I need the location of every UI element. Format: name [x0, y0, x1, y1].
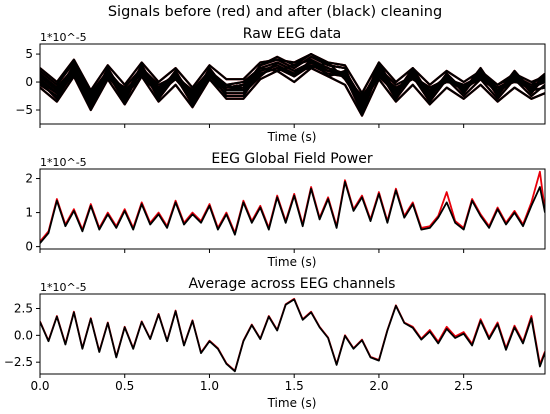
- gfp-series-group: [40, 170, 545, 244]
- gfp-title: EEG Global Field Power: [211, 151, 372, 167]
- raw-eeg-channel-12-after-line: [40, 61, 545, 106]
- average-x-tick-label: 2.0: [369, 379, 388, 393]
- gfp-after-line: [40, 181, 545, 244]
- average-offset-text: 1*10^-5: [40, 281, 87, 294]
- raw-eeg-y-tick-label: −5: [15, 103, 33, 117]
- average-x-tick-label: 1.5: [285, 379, 304, 393]
- average-x-axis-label: Time (s): [267, 396, 317, 410]
- raw-eeg-panel: Raw EEG data 1*10^-5 −5 0 5 Time (s): [15, 26, 546, 144]
- raw-eeg-x-axis-label: Time (s): [267, 130, 317, 144]
- raw-eeg-channel-10-after-line: [40, 67, 545, 117]
- raw-eeg-plot-area: −5 0 5: [15, 43, 546, 128]
- raw-eeg-y-tick-label: 0: [25, 75, 33, 89]
- raw-eeg-series-group: [40, 53, 545, 117]
- gfp-offset-text: 1*10^-5: [40, 156, 87, 169]
- gfp-before-line: [40, 170, 545, 243]
- figure-suptitle: Signals before (red) and after (black) c…: [108, 4, 442, 20]
- gfp-y-tick-label: 2: [25, 172, 33, 186]
- average-x-tick-label: 0.5: [115, 379, 134, 393]
- gfp-x-axis-label: Time (s): [267, 255, 317, 269]
- average-panel: Average across EEG channels 1*10^-5 −2.5…: [4, 276, 546, 410]
- gfp-panel: EEG Global Field Power 1*10^-5 0 1 2 Time …: [25, 151, 546, 269]
- average-y-tick-label: −2.5: [4, 355, 33, 369]
- gfp-axes-frame: [39, 168, 546, 250]
- average-y-tick-label: 0.0: [14, 328, 33, 342]
- raw-eeg-channel-2-after-line: [40, 55, 545, 112]
- average-axes-frame: [39, 293, 546, 375]
- gfp-plot-area: 0 1 2: [25, 168, 546, 254]
- average-series-group: [40, 297, 545, 373]
- gfp-y-tick-label: 0: [25, 240, 33, 254]
- gfp-y-tick-label: 1: [25, 206, 33, 220]
- raw-eeg-axes-frame: [39, 43, 546, 125]
- raw-eeg-y-tick-label: 5: [25, 47, 33, 61]
- raw-eeg-title: Raw EEG data: [243, 26, 341, 42]
- average-x-tick-label: 0.0: [30, 379, 49, 393]
- raw-eeg-channel-11-after-line: [40, 53, 545, 95]
- raw-eeg-channel-6-after-line: [40, 58, 545, 114]
- average-x-tick-label: 2.5: [454, 379, 473, 393]
- average-after-line: [40, 298, 545, 373]
- average-plot-area: −2.5 0.0 2.5 0.0 0.5 1.0 1.5 2.0 2.5: [4, 293, 546, 393]
- average-before-line: [40, 297, 545, 372]
- average-y-tick-label: 2.5: [14, 301, 33, 315]
- average-title: Average across EEG channels: [189, 276, 396, 292]
- average-x-tick-label: 1.0: [200, 379, 219, 393]
- raw-eeg-offset-text: 1*10^-5: [40, 31, 87, 44]
